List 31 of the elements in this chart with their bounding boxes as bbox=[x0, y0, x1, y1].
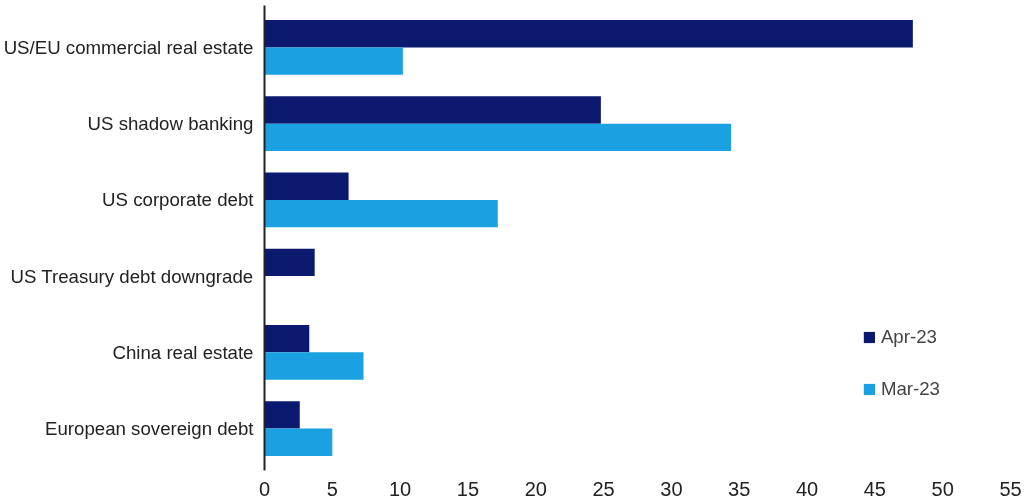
bar bbox=[264, 123, 732, 152]
x-tick-label: 15 bbox=[456, 477, 480, 500]
y-tick-label: US Treasury debt downgrade bbox=[10, 265, 254, 287]
x-tick-label: 55 bbox=[999, 477, 1022, 500]
bar bbox=[264, 47, 403, 75]
x-tick-label: 30 bbox=[660, 477, 683, 500]
bar bbox=[264, 401, 300, 429]
y-tick-label: US/EU commercial real estate bbox=[3, 36, 254, 58]
bar bbox=[264, 248, 315, 277]
y-tick-label: China real estate bbox=[112, 341, 254, 363]
bar bbox=[264, 172, 349, 200]
bar bbox=[264, 96, 601, 124]
legend-label: Apr-23 bbox=[880, 326, 937, 348]
x-tick-label: 25 bbox=[592, 477, 615, 500]
bar bbox=[264, 19, 913, 48]
legend-label: Mar-23 bbox=[880, 378, 940, 400]
x-tick-label: 35 bbox=[728, 477, 751, 500]
x-tick-label: 5 bbox=[326, 477, 338, 500]
x-tick-label: 0 bbox=[258, 477, 271, 500]
y-tick-label: European sovereign debt bbox=[45, 418, 255, 440]
x-tick-label: 40 bbox=[795, 477, 819, 500]
x-tick-label: 50 bbox=[931, 477, 954, 500]
bar bbox=[264, 428, 333, 457]
y-tick-label: US shadow banking bbox=[87, 113, 254, 135]
bar bbox=[264, 324, 310, 353]
x-tick-label: 10 bbox=[389, 477, 412, 500]
bar bbox=[264, 199, 498, 228]
bar bbox=[264, 352, 364, 380]
x-tick-label: 45 bbox=[863, 477, 886, 500]
y-tick-label: US corporate debt bbox=[102, 189, 255, 211]
x-tick-label: 20 bbox=[524, 477, 547, 500]
